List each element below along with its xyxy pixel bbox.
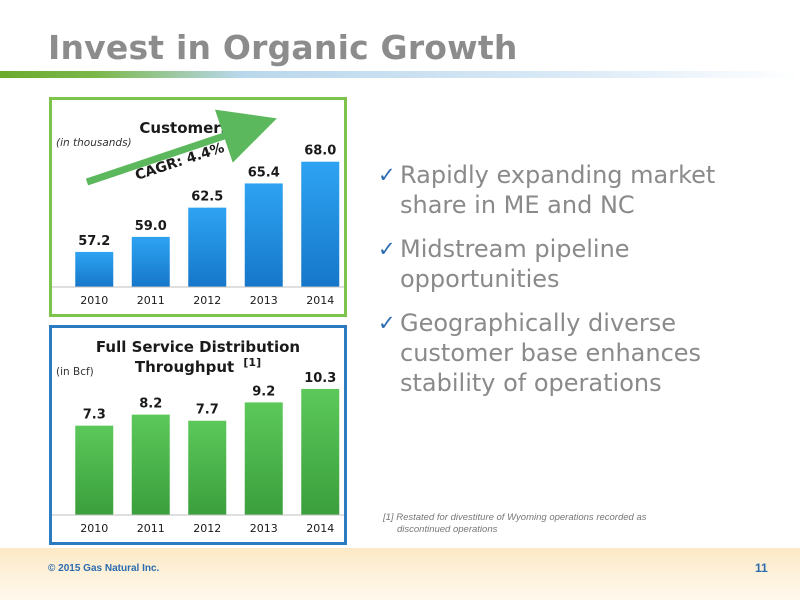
svg-text:Throughput [1]: Throughput [1] bbox=[135, 356, 261, 376]
throughput-value-label: 8.2 bbox=[139, 397, 162, 412]
throughput-bar bbox=[75, 425, 114, 515]
footer-band bbox=[0, 548, 800, 600]
customers-value-label: 62.5 bbox=[191, 190, 223, 205]
title-underline bbox=[0, 71, 800, 78]
customers-value-label: 65.4 bbox=[248, 165, 280, 180]
bullet-item: ✓ Geographically diverse customer base e… bbox=[378, 308, 778, 398]
footnote-marker: [1] bbox=[383, 512, 394, 523]
throughput-title-note: [1] bbox=[243, 356, 261, 369]
bullet-text: Geographically diverse customer base enh… bbox=[400, 309, 702, 397]
footnote-text-line1: Restated for divestiture of Wyoming oper… bbox=[396, 512, 647, 523]
slide-title: Invest in Organic Growth bbox=[48, 28, 518, 67]
throughput-x-tick-label: 2011 bbox=[137, 522, 165, 535]
throughput-bar bbox=[244, 402, 283, 515]
throughput-x-tick-label: 2012 bbox=[193, 522, 221, 535]
customers-bar bbox=[75, 251, 114, 287]
check-icon: ✓ bbox=[378, 237, 396, 261]
footnote-text-line2: discontinued operations bbox=[397, 524, 498, 535]
throughput-x-tick-label: 2010 bbox=[80, 522, 108, 535]
customers-chart: Customers [1] (in thousands) 57.259.062.… bbox=[52, 109, 344, 307]
throughput-chart-panel: Full Service Distribution Throughput [1]… bbox=[49, 325, 347, 545]
footnote: [1] Restated for divestiture of Wyoming … bbox=[383, 512, 703, 536]
bullet-item: ✓ Rapidly expanding market share in ME a… bbox=[378, 160, 778, 220]
bullet-list: ✓ Rapidly expanding market share in ME a… bbox=[378, 160, 778, 412]
throughput-unit-label: (in Bcf) bbox=[56, 366, 94, 378]
throughput-bar bbox=[301, 388, 340, 515]
throughput-title-line2: Throughput bbox=[135, 358, 234, 376]
customers-chart-title: Customers bbox=[139, 119, 229, 137]
throughput-chart: Full Service Distribution Throughput [1]… bbox=[52, 338, 344, 535]
throughput-value-label: 9.2 bbox=[252, 384, 275, 399]
bullet-item: ✓ Midstream pipeline opportunities bbox=[378, 234, 778, 294]
throughput-bar bbox=[131, 414, 170, 515]
customers-value-label: 68.0 bbox=[304, 144, 336, 159]
customers-bar bbox=[188, 207, 227, 287]
throughput-value-label: 7.3 bbox=[83, 408, 106, 423]
customers-bar bbox=[244, 183, 283, 287]
throughput-value-label: 7.7 bbox=[196, 403, 219, 418]
throughput-title-line1: Full Service Distribution bbox=[96, 338, 300, 356]
customers-x-tick-label: 2012 bbox=[193, 294, 221, 307]
customers-value-label: 57.2 bbox=[78, 234, 110, 249]
page-number: 11 bbox=[755, 561, 768, 575]
customers-x-tick-label: 2014 bbox=[306, 294, 334, 307]
customers-chart-panel: Customers [1] (in thousands) 57.2 59.0 62.… bbox=[49, 97, 347, 317]
throughput-bar bbox=[188, 420, 227, 515]
customers-value-label: 59.0 bbox=[135, 219, 167, 234]
throughput-value-label: 10.3 bbox=[304, 371, 336, 386]
check-icon: ✓ bbox=[378, 163, 396, 187]
bullet-text: Rapidly expanding market share in ME and… bbox=[400, 161, 716, 219]
check-icon: ✓ bbox=[378, 311, 396, 335]
throughput-x-tick-label: 2014 bbox=[306, 522, 334, 535]
throughput-x-tick-label: 2013 bbox=[250, 522, 278, 535]
bullet-text: Midstream pipeline opportunities bbox=[400, 235, 630, 293]
customers-unit-label: (in thousands) bbox=[56, 137, 132, 149]
cagr-arrow bbox=[85, 109, 277, 186]
customers-x-tick-label: 2011 bbox=[137, 294, 165, 307]
customers-bar bbox=[301, 161, 340, 287]
copyright: © 2015 Gas Natural Inc. bbox=[48, 563, 160, 574]
customers-bar bbox=[131, 236, 170, 287]
customers-x-tick-label: 2013 bbox=[250, 294, 278, 307]
customers-x-tick-label: 2010 bbox=[80, 294, 108, 307]
